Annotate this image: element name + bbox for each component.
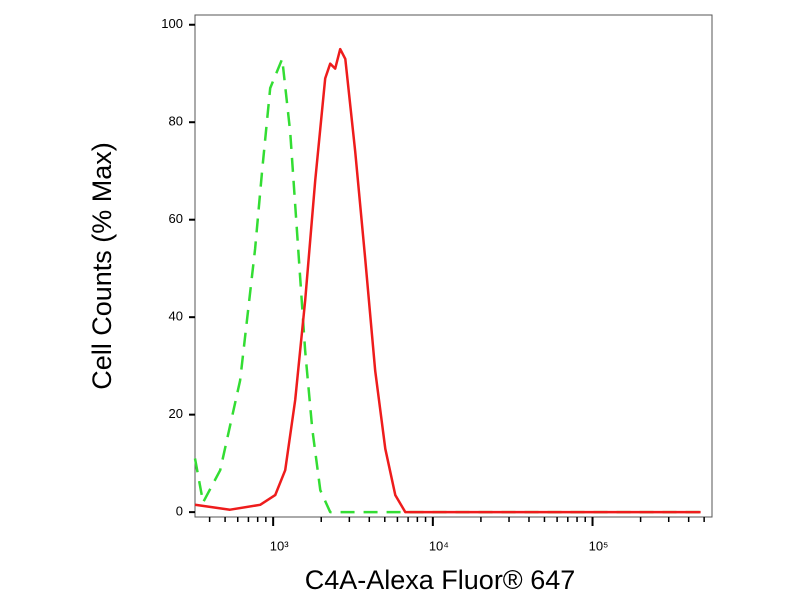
y-tick-label: 40 (169, 309, 183, 324)
y-tick-label: 60 (169, 211, 183, 226)
plot-frame (194, 14, 713, 518)
y-axis-title: Cell Counts (% Max) (87, 142, 117, 390)
x-tick-label: 10⁴ (429, 538, 449, 553)
series-line (193, 57, 701, 514)
series-line (194, 47, 701, 514)
x-axis-title: C4A-Alexa Fluor® 647 (305, 565, 576, 595)
y-tick-label: 0 (176, 504, 183, 519)
y-tick-label: 20 (169, 406, 183, 421)
x-tick-label: 10⁵ (589, 538, 609, 553)
y-tick-label: 100 (161, 16, 183, 31)
y-tick-label: 80 (169, 114, 183, 129)
x-tick-label: 10³ (270, 538, 289, 553)
